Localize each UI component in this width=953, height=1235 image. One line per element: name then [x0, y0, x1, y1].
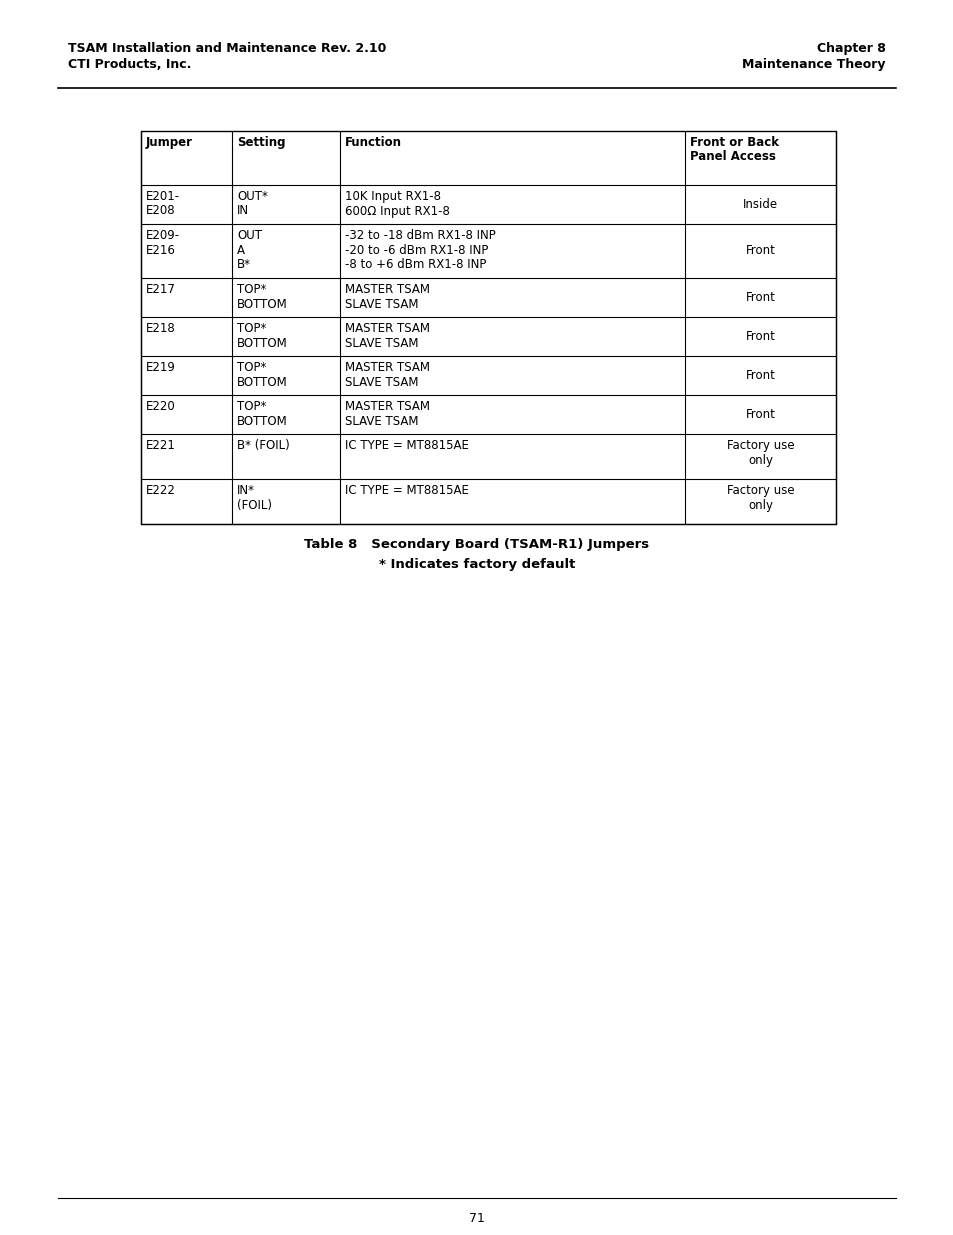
- Text: A: A: [237, 243, 245, 257]
- Text: BOTTOM: BOTTOM: [237, 336, 288, 350]
- Text: TOP*: TOP*: [237, 322, 267, 335]
- Text: CTI Products, Inc.: CTI Products, Inc.: [68, 58, 192, 70]
- Text: IN*: IN*: [237, 484, 255, 496]
- Text: MASTER TSAM: MASTER TSAM: [344, 322, 429, 335]
- Text: E218: E218: [146, 322, 175, 335]
- Bar: [141, 131, 835, 524]
- Text: -8 to +6 dBm RX1-8 INP: -8 to +6 dBm RX1-8 INP: [344, 258, 485, 270]
- Text: Factory use: Factory use: [726, 484, 794, 496]
- Text: Function: Function: [344, 136, 401, 149]
- Text: Jumper: Jumper: [146, 136, 193, 149]
- Text: Table 8   Secondary Board (TSAM-R1) Jumpers: Table 8 Secondary Board (TSAM-R1) Jumper…: [304, 538, 649, 551]
- Text: B* (FOIL): B* (FOIL): [237, 438, 290, 452]
- Text: Front or Back: Front or Back: [689, 136, 779, 149]
- Text: only: only: [747, 499, 772, 511]
- Text: Front: Front: [745, 330, 775, 343]
- Text: Chapter 8: Chapter 8: [817, 42, 885, 56]
- Text: TSAM Installation and Maintenance Rev. 2.10: TSAM Installation and Maintenance Rev. 2…: [68, 42, 386, 56]
- Text: (FOIL): (FOIL): [237, 499, 272, 511]
- Text: IN: IN: [237, 205, 249, 217]
- Text: TOP*: TOP*: [237, 361, 267, 374]
- Text: OUT: OUT: [237, 228, 262, 242]
- Text: E221: E221: [146, 438, 175, 452]
- Text: E222: E222: [146, 484, 175, 496]
- Text: Front: Front: [745, 408, 775, 421]
- Text: E201-: E201-: [146, 190, 180, 203]
- Text: E217: E217: [146, 283, 175, 296]
- Text: * Indicates factory default: * Indicates factory default: [378, 558, 575, 571]
- Text: MASTER TSAM: MASTER TSAM: [344, 361, 429, 374]
- Text: BOTTOM: BOTTOM: [237, 298, 288, 310]
- Text: Panel Access: Panel Access: [689, 151, 775, 163]
- Text: TOP*: TOP*: [237, 283, 267, 296]
- Text: -20 to -6 dBm RX1-8 INP: -20 to -6 dBm RX1-8 INP: [344, 243, 487, 257]
- Text: 600Ω Input RX1-8: 600Ω Input RX1-8: [344, 205, 449, 217]
- Text: Factory use: Factory use: [726, 438, 794, 452]
- Text: -32 to -18 dBm RX1-8 INP: -32 to -18 dBm RX1-8 INP: [344, 228, 495, 242]
- Text: E209-: E209-: [146, 228, 180, 242]
- Text: Setting: Setting: [237, 136, 286, 149]
- Text: E220: E220: [146, 400, 175, 412]
- Text: 71: 71: [469, 1212, 484, 1225]
- Text: TOP*: TOP*: [237, 400, 267, 412]
- Text: Front: Front: [745, 369, 775, 382]
- Text: MASTER TSAM: MASTER TSAM: [344, 283, 429, 296]
- Text: BOTTOM: BOTTOM: [237, 375, 288, 389]
- Text: 10K Input RX1-8: 10K Input RX1-8: [344, 190, 440, 203]
- Text: IC TYPE = MT8815AE: IC TYPE = MT8815AE: [344, 484, 468, 496]
- Text: SLAVE TSAM: SLAVE TSAM: [344, 336, 417, 350]
- Text: SLAVE TSAM: SLAVE TSAM: [344, 375, 417, 389]
- Text: B*: B*: [237, 258, 251, 270]
- Text: BOTTOM: BOTTOM: [237, 415, 288, 427]
- Text: Inside: Inside: [742, 198, 778, 211]
- Text: E208: E208: [146, 205, 175, 217]
- Text: only: only: [747, 453, 772, 467]
- Text: Front: Front: [745, 245, 775, 258]
- Text: MASTER TSAM: MASTER TSAM: [344, 400, 429, 412]
- Text: OUT*: OUT*: [237, 190, 268, 203]
- Text: Front: Front: [745, 291, 775, 304]
- Text: E219: E219: [146, 361, 175, 374]
- Text: SLAVE TSAM: SLAVE TSAM: [344, 298, 417, 310]
- Text: E216: E216: [146, 243, 175, 257]
- Text: Maintenance Theory: Maintenance Theory: [741, 58, 885, 70]
- Text: SLAVE TSAM: SLAVE TSAM: [344, 415, 417, 427]
- Text: IC TYPE = MT8815AE: IC TYPE = MT8815AE: [344, 438, 468, 452]
